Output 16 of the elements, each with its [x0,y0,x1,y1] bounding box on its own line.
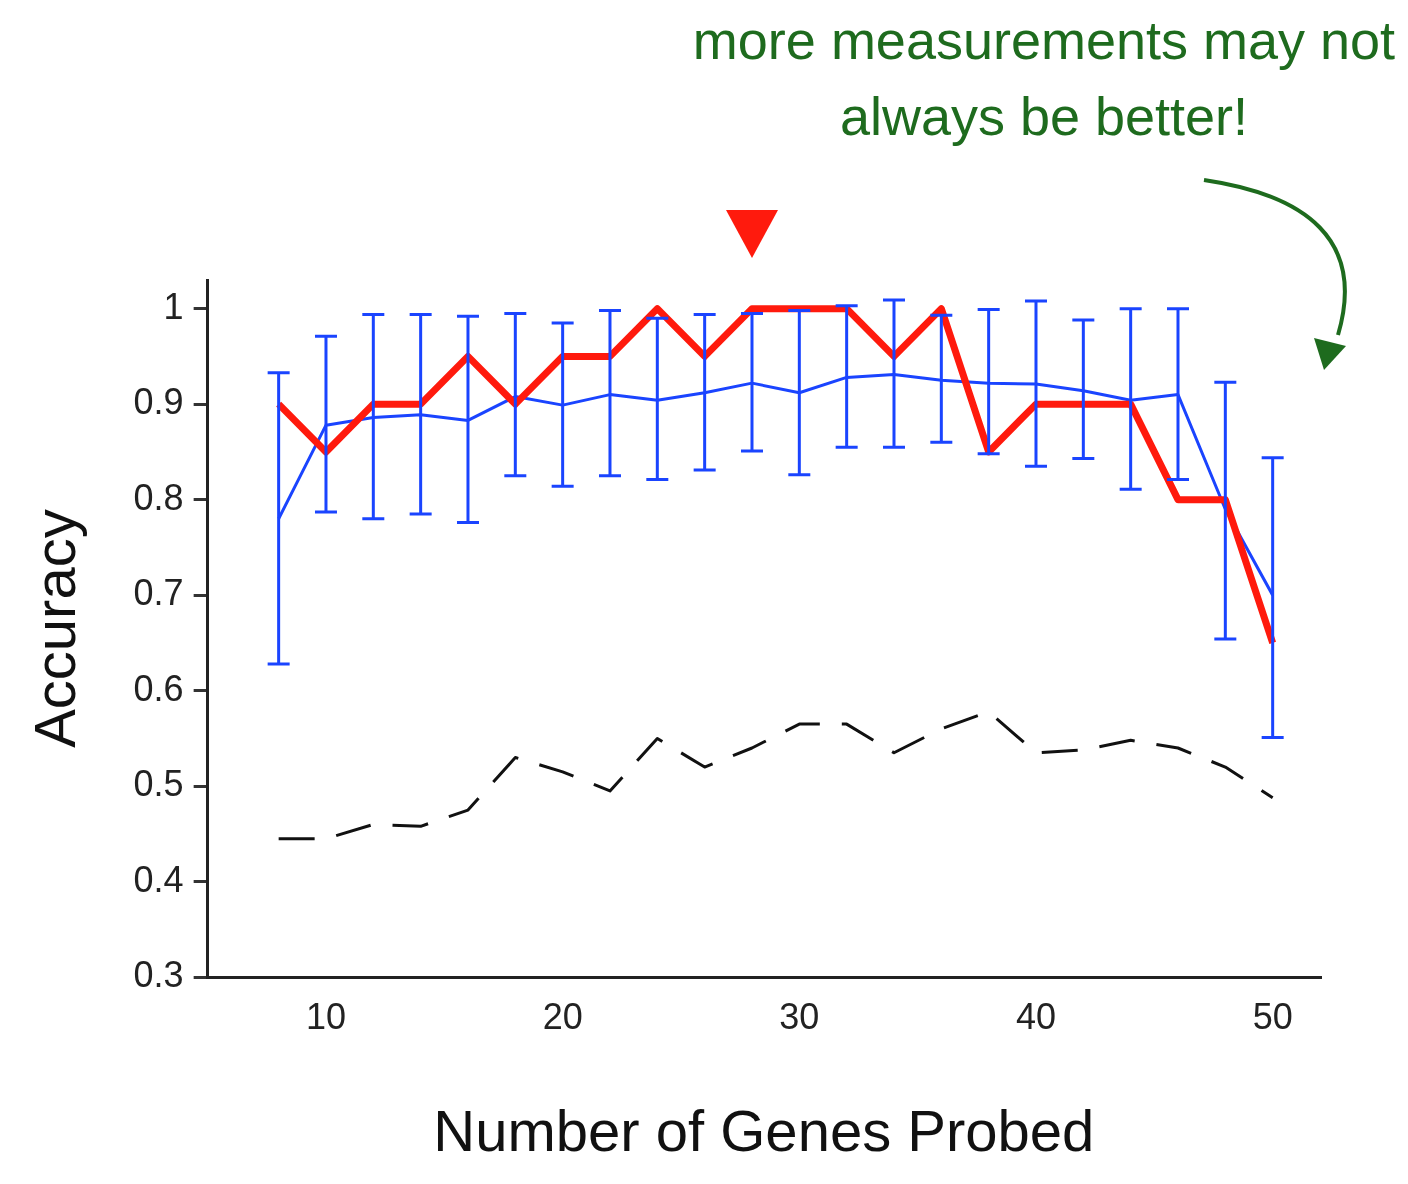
x-tick-label: 50 [1252,995,1293,1037]
y-axis-title: Accuracy [21,509,87,748]
y-tick-label: 0.9 [133,381,184,423]
y-tick-label: 0.5 [133,763,184,805]
x-tick-label: 30 [779,995,820,1037]
y-tick-label: 0.4 [133,858,184,900]
x-tick-label: 40 [1015,995,1057,1037]
y-tick-label: 0.7 [133,572,184,614]
x-axis-title: Number of Genes Probed [433,1098,1095,1164]
x-tick-label: 20 [542,995,583,1037]
y-tick-label: 0.3 [133,954,184,996]
x-tick-label: 10 [305,995,346,1037]
text: more measurements may not always be better! [691,9,1397,148]
y-tick-label: 0.6 [133,667,184,709]
y-tick-label: 1 [163,285,184,327]
y-tick-label: 0.8 [133,476,184,518]
